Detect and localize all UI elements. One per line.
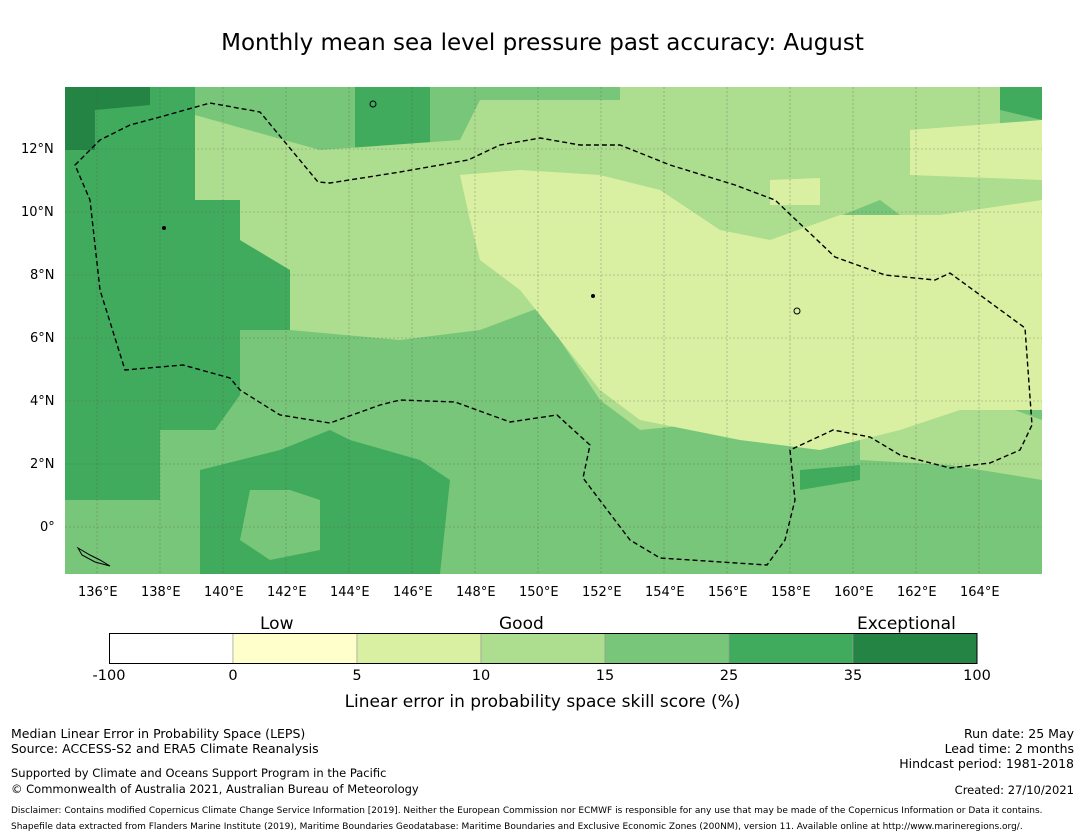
run-date: Run date: 25 May bbox=[963, 726, 1074, 741]
lat-tick: 12°N bbox=[21, 142, 54, 157]
lon-tick: 152°E bbox=[582, 585, 622, 600]
colorbar-tick: -100 bbox=[92, 668, 126, 684]
footer-support: Supported by Climate and Oceans Support … bbox=[11, 766, 387, 780]
lat-tick: 10°N bbox=[21, 205, 54, 220]
colorbar-tick: 10 bbox=[471, 668, 491, 684]
colorbar-swatch bbox=[480, 633, 606, 664]
colorbar-tick: 0 bbox=[228, 668, 238, 684]
page-title: Monthly mean sea level pressure past acc… bbox=[221, 30, 864, 56]
footer-leps: Median Linear Error in Probability Space… bbox=[11, 726, 306, 741]
lat-tick: 0° bbox=[40, 520, 55, 535]
lon-tick: 144°E bbox=[330, 585, 370, 600]
shapefile-credit: Shapefile data extracted from Flanders M… bbox=[11, 822, 1023, 832]
colorbar-tick: 35 bbox=[843, 668, 863, 684]
colorbar-tick: 25 bbox=[719, 668, 739, 684]
colorbar-tick: 5 bbox=[352, 668, 362, 684]
footer-copyright: © Commonwealth of Australia 2021, Austra… bbox=[11, 782, 419, 796]
colorbar-swatch bbox=[109, 633, 234, 664]
lon-tick: 138°E bbox=[141, 585, 181, 600]
map-fill bbox=[65, 87, 1042, 574]
lon-tick: 142°E bbox=[267, 585, 307, 600]
lon-tick: 146°E bbox=[393, 585, 433, 600]
colorbar-swatch bbox=[232, 633, 358, 664]
colorbar-swatch bbox=[728, 633, 854, 664]
lead-time: Lead time: 2 months bbox=[944, 741, 1074, 756]
lon-tick: 148°E bbox=[456, 585, 496, 600]
colorbar-tick: 100 bbox=[963, 668, 991, 684]
category-exceptional: Exceptional bbox=[857, 614, 956, 634]
skill-map bbox=[65, 87, 1042, 574]
lon-tick: 158°E bbox=[771, 585, 811, 600]
footer-source: Source: ACCESS-S2 and ERA5 Climate Reana… bbox=[11, 741, 319, 756]
hindcast-period: Hindcast period: 1981-2018 bbox=[899, 756, 1074, 771]
colorbar bbox=[109, 633, 978, 664]
lat-tick: 2°N bbox=[30, 457, 55, 472]
lon-tick: 140°E bbox=[204, 585, 244, 600]
lon-tick: 136°E bbox=[78, 585, 118, 600]
colorbar-swatch bbox=[356, 633, 482, 664]
lon-tick: 150°E bbox=[519, 585, 559, 600]
colorbar-label: Linear error in probability space skill … bbox=[344, 692, 741, 712]
colorbar-swatch bbox=[604, 633, 730, 664]
category-good: Good bbox=[499, 614, 544, 634]
category-low: Low bbox=[260, 614, 294, 634]
lat-tick: 4°N bbox=[30, 394, 55, 409]
lon-tick: 162°E bbox=[897, 585, 937, 600]
lon-tick: 160°E bbox=[834, 585, 874, 600]
disclaimer: Disclaimer: Contains modified Copernicus… bbox=[11, 806, 1043, 816]
lon-tick: 156°E bbox=[708, 585, 748, 600]
colorbar-tick: 15 bbox=[595, 668, 615, 684]
lon-tick: 154°E bbox=[645, 585, 685, 600]
lat-tick: 8°N bbox=[30, 268, 55, 283]
colorbar-swatch bbox=[852, 633, 978, 664]
lat-tick: 6°N bbox=[30, 331, 55, 346]
created-date: Created: 27/10/2021 bbox=[954, 783, 1074, 797]
lon-tick: 164°E bbox=[960, 585, 1000, 600]
